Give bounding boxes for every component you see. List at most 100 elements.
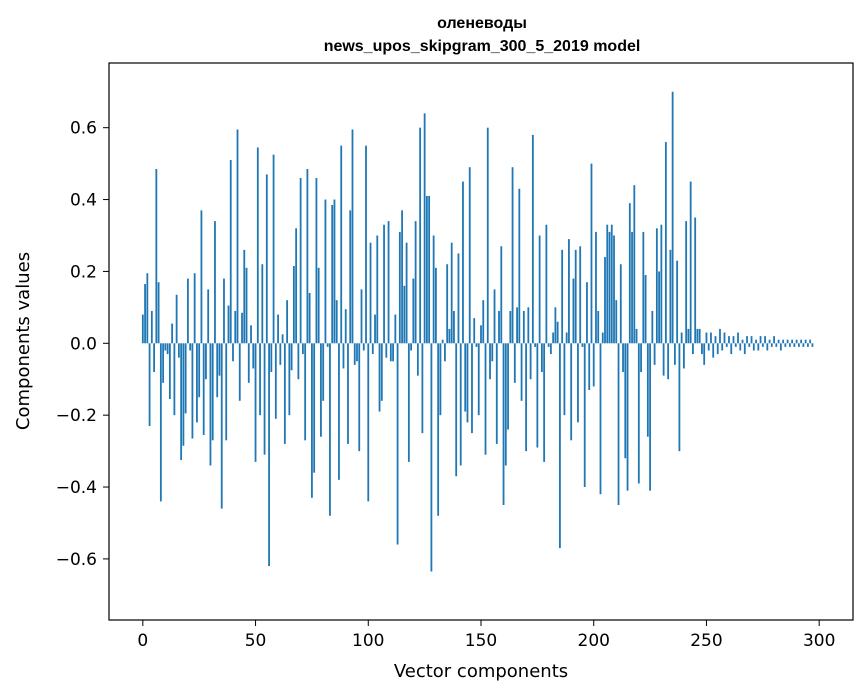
bar-195	[581, 343, 584, 347]
bar-257	[721, 343, 724, 351]
bar-186	[561, 249, 564, 344]
bar-98	[362, 343, 365, 351]
bar-273	[757, 343, 760, 351]
bar-128	[430, 343, 433, 572]
bar-53	[261, 264, 264, 344]
bar-172	[529, 343, 532, 380]
bar-166	[516, 307, 518, 344]
bar-267	[743, 343, 746, 355]
bar-7	[157, 282, 160, 344]
bar-56	[268, 343, 270, 567]
bar-221	[640, 343, 642, 373]
bar-69	[297, 343, 300, 380]
bar-153	[486, 127, 489, 344]
bar-28	[205, 343, 207, 380]
bar-294	[804, 339, 807, 344]
bar-253	[712, 343, 715, 358]
bar-240	[683, 343, 685, 369]
bar-33	[216, 343, 219, 398]
bar-227	[653, 343, 656, 365]
bar-87	[338, 343, 340, 480]
bar-174	[534, 343, 537, 347]
bar-120	[412, 278, 415, 344]
bar-156	[493, 289, 496, 344]
x-axis-ticks: 0 50 100 150 200 250 300	[137, 620, 835, 651]
bar-104	[376, 235, 379, 344]
bar-103	[374, 314, 376, 344]
bar-183	[554, 307, 557, 344]
bar-139	[455, 343, 458, 477]
bar-36	[223, 278, 225, 344]
bar-188	[565, 332, 568, 344]
bar-177	[540, 343, 543, 373]
bar-155	[491, 343, 494, 362]
bar-187	[563, 343, 566, 416]
bar-66	[290, 343, 293, 371]
bar-180	[547, 343, 550, 347]
bar-51	[256, 147, 259, 344]
bar-260	[728, 336, 730, 344]
bar-201	[595, 231, 597, 344]
bar-12	[168, 343, 171, 399]
bar-91	[347, 343, 349, 444]
bar-19	[184, 343, 187, 414]
x-tick-label: 200	[578, 631, 610, 651]
bar-127	[428, 195, 431, 344]
bar-134	[444, 343, 446, 362]
y-tick-label: 0.6	[70, 119, 97, 139]
bar-282	[777, 339, 780, 344]
bar-34	[218, 343, 221, 376]
bar-108	[385, 343, 388, 358]
bar-25	[198, 343, 201, 398]
bar-57	[270, 343, 273, 373]
bar-280	[773, 336, 775, 344]
bar-219	[635, 328, 638, 344]
bar-84	[331, 204, 334, 344]
bar-283	[779, 343, 782, 351]
bar-114	[398, 231, 401, 344]
bar-205	[604, 257, 606, 344]
bar-176	[538, 235, 541, 344]
bar-144	[466, 343, 469, 423]
bar-21	[189, 343, 192, 351]
bar-200	[592, 343, 595, 387]
bar-217	[631, 231, 633, 344]
bar-182	[552, 332, 555, 344]
bar-117	[405, 242, 408, 344]
bar-242	[687, 328, 690, 344]
bar-162	[507, 343, 509, 430]
bar-290	[795, 339, 798, 344]
bar-68	[295, 228, 298, 344]
bar-185	[559, 343, 561, 549]
bar-102	[371, 343, 374, 355]
bar-249	[703, 343, 706, 365]
bar-115	[401, 210, 403, 344]
bar-161	[504, 343, 507, 466]
bar-235	[671, 91, 674, 344]
bar-250	[705, 332, 708, 344]
bar-215	[626, 343, 629, 491]
bar-58	[272, 154, 275, 344]
x-tick-label: 0	[137, 631, 148, 651]
bar-27	[202, 343, 205, 435]
bar-244	[692, 343, 694, 355]
bar-76	[313, 343, 316, 473]
bar-85	[333, 199, 336, 344]
bar-170	[525, 343, 527, 452]
bar-184	[556, 321, 559, 344]
bar-232	[664, 142, 667, 344]
bar-275	[761, 343, 764, 347]
bar-212	[619, 264, 622, 344]
bar-81	[324, 199, 327, 344]
bar-271	[752, 343, 755, 351]
bar-60	[277, 314, 279, 344]
bar-233	[667, 343, 670, 380]
bar-82	[326, 343, 329, 347]
bar-220	[637, 343, 640, 484]
chart-subtitle: news_upos_skipgram_300_5_2019 model	[324, 38, 641, 55]
bar-130	[435, 267, 437, 344]
bar-210	[615, 300, 618, 344]
bar-14	[173, 343, 176, 416]
bar-105	[378, 343, 381, 412]
bar-263	[734, 343, 737, 347]
